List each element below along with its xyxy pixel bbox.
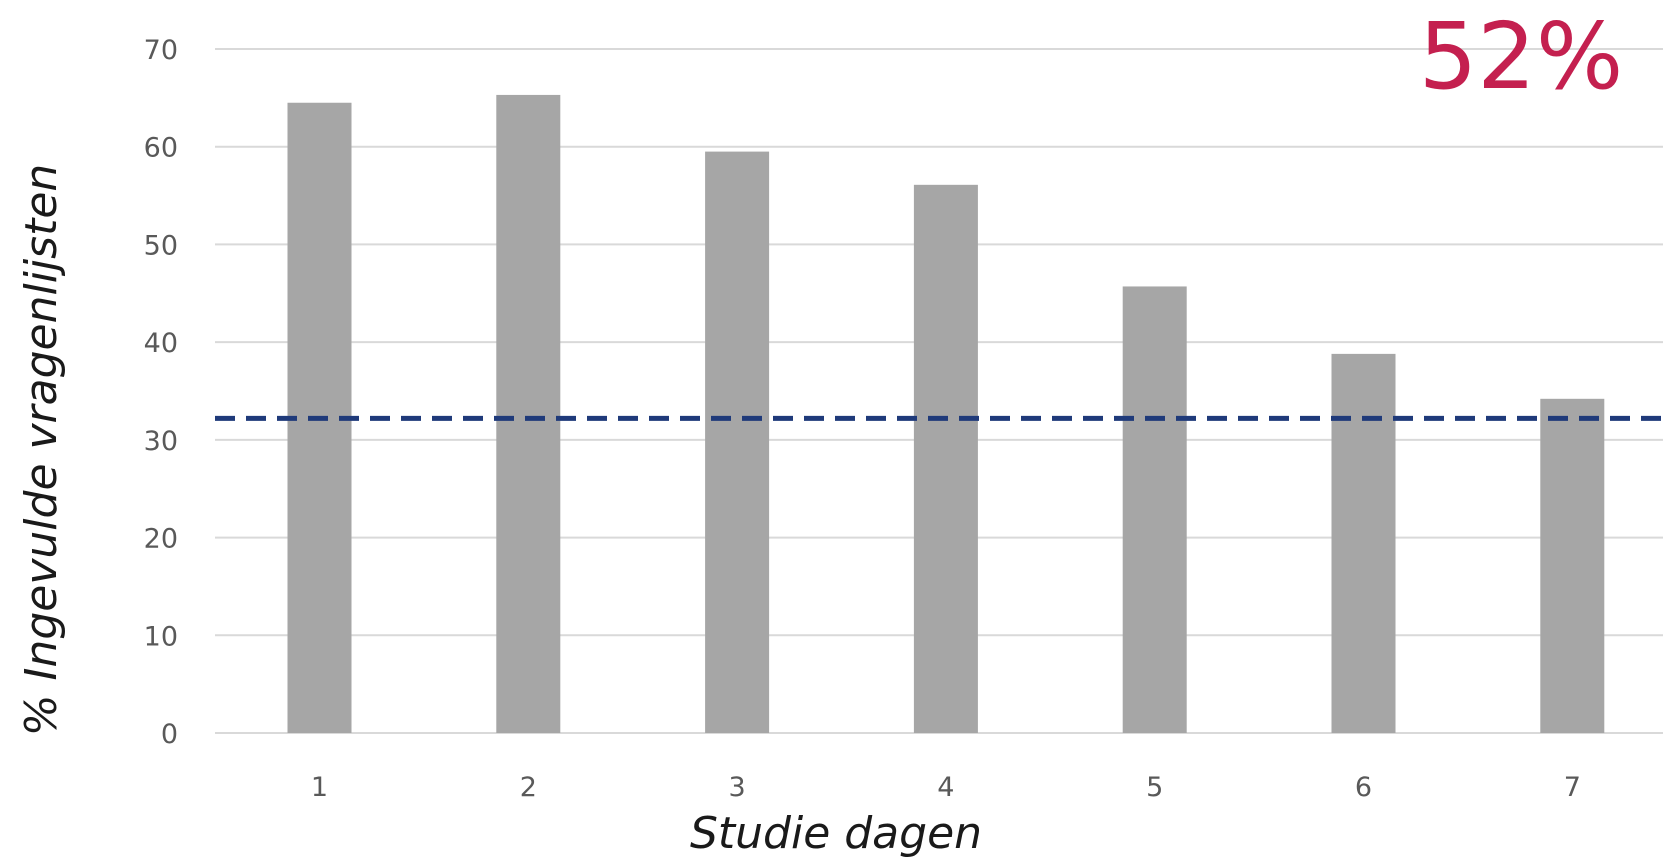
x-axis-ticks: 1 2 3 4 5 6 7 [311, 772, 1581, 803]
x-tick-label: 7 [1564, 772, 1581, 803]
x-tick-label: 1 [311, 772, 328, 803]
percentage-callout: 52% [1419, 3, 1623, 110]
y-tick-label: 50 [144, 230, 178, 261]
x-tick-label: 3 [729, 772, 746, 803]
y-tick-label: 30 [144, 426, 178, 457]
bar-day-5 [1122, 286, 1187, 733]
bar-day-2 [496, 94, 561, 733]
bar-day-3 [705, 151, 770, 734]
y-tick-label: 40 [144, 328, 178, 359]
x-tick-label: 2 [520, 772, 537, 803]
x-axis-title: Studie dagen [690, 808, 982, 859]
y-tick-label: 70 [144, 35, 178, 66]
bar-day-4 [913, 184, 978, 733]
y-tick-label: 60 [144, 133, 178, 164]
y-tick-label: 20 [144, 524, 178, 555]
bar-day-7 [1540, 398, 1605, 733]
x-tick-label: 5 [1146, 772, 1163, 803]
y-tick-label: 0 [161, 719, 178, 750]
y-axis-ticks: 0 10 20 30 40 50 60 70 [144, 35, 178, 750]
bars [287, 94, 1605, 734]
x-tick-label: 4 [937, 772, 954, 803]
bar-day-6 [1331, 353, 1396, 733]
x-tick-label: 6 [1355, 772, 1372, 803]
y-tick-label: 10 [144, 621, 178, 652]
y-axis-title: % Ingevulde vragenlijsten [16, 164, 67, 737]
